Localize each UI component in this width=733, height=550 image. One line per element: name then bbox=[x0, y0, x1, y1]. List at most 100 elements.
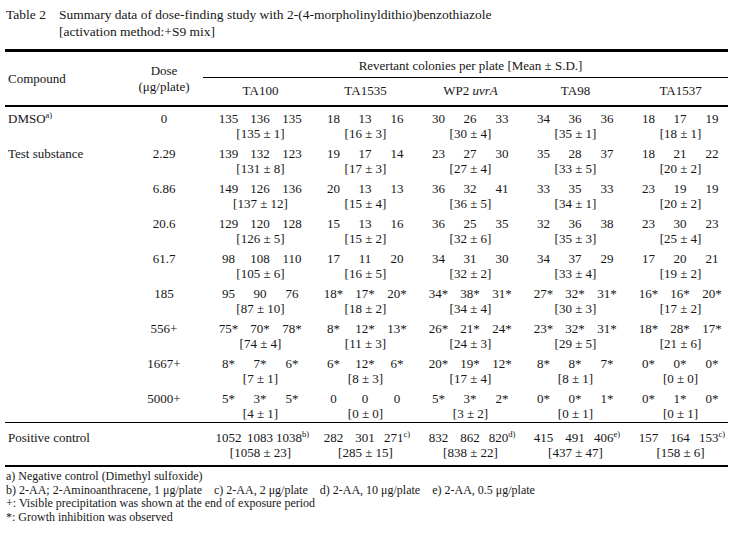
value-cell: 129 bbox=[203, 212, 244, 231]
compound-cell-empty bbox=[5, 126, 125, 142]
value-cell: 0 bbox=[349, 387, 381, 406]
strain-header-ta1535: TA1535 bbox=[308, 78, 413, 107]
value-cell: 23 bbox=[696, 212, 728, 231]
mean-sd-cell: [35 ± 1] bbox=[518, 126, 623, 142]
value-cell: 30 bbox=[413, 106, 454, 126]
value-cell: 8* bbox=[308, 317, 349, 336]
value-cell: 38 bbox=[591, 212, 623, 231]
value-cell: 20* bbox=[696, 282, 728, 301]
table-row-means: [135 ± 1][16 ± 3][30 ± 4][35 ± 1][18 ± 1… bbox=[5, 126, 728, 142]
value-cell: 33 bbox=[518, 177, 559, 196]
table-row-values: 556+75*70*78*8*12*13*26*21*24*23*32*31*1… bbox=[5, 317, 728, 336]
mean-sd-cell: [18 ± 2] bbox=[308, 301, 413, 317]
value-cell: 33 bbox=[591, 177, 623, 196]
mean-sd-cell: [16 ± 3] bbox=[308, 126, 413, 142]
value-cell: 8* bbox=[203, 352, 244, 371]
table-row-means: [74 ± 4][11 ± 3][24 ± 3][29 ± 5][21 ± 6] bbox=[5, 336, 728, 352]
value-cell: 90 bbox=[244, 282, 276, 301]
value-cell: 13 bbox=[349, 177, 381, 196]
value-cell: 120 bbox=[244, 212, 276, 231]
value-cell: 862 bbox=[454, 423, 486, 446]
dose-cell-empty bbox=[125, 196, 203, 212]
value-cell: 32* bbox=[559, 282, 591, 301]
value-cell: 18 bbox=[308, 106, 349, 126]
mean-sd-cell: [17 ± 3] bbox=[308, 161, 413, 177]
value-cell: 27 bbox=[454, 142, 486, 161]
value-cell: 0* bbox=[559, 387, 591, 406]
dose-cell: 1667+ bbox=[125, 352, 203, 371]
value-cell: 135 bbox=[276, 106, 308, 126]
value-cell: 34 bbox=[518, 106, 559, 126]
value-cell: 33 bbox=[486, 106, 518, 126]
value-cell: 30 bbox=[486, 142, 518, 161]
footnote-line: *: Growth inhibition was observed bbox=[6, 511, 728, 525]
compound-cell-empty bbox=[5, 301, 125, 317]
dose-cell: 20.6 bbox=[125, 212, 203, 231]
mean-sd-cell: [126 ± 5] bbox=[203, 231, 308, 247]
mean-sd-cell: [30 ± 4] bbox=[413, 126, 518, 142]
value-cell: 6* bbox=[308, 352, 349, 371]
value-cell: 123 bbox=[276, 142, 308, 161]
value-cell: 13 bbox=[381, 177, 413, 196]
value-cell: 13* bbox=[381, 317, 413, 336]
value-cell: 153c) bbox=[696, 423, 728, 446]
value-cell: 21* bbox=[454, 317, 486, 336]
table-row-values: 5000+5*3*5*0005*3*2*0*0*1*0*1*0* bbox=[5, 387, 728, 406]
compound-cell bbox=[5, 387, 125, 406]
compound-cell-empty bbox=[5, 336, 125, 352]
value-cell: 832 bbox=[413, 423, 454, 446]
value-cell: 35 bbox=[559, 177, 591, 196]
value-cell: 136 bbox=[244, 106, 276, 126]
value-cell: 23 bbox=[623, 177, 664, 196]
strain-header-ta1537: TA1537 bbox=[623, 78, 728, 107]
value-cell: 28 bbox=[559, 142, 591, 161]
table-number: Table 2 bbox=[6, 6, 46, 23]
table-row-values: 6.86149126136201313363241333533231919 bbox=[5, 177, 728, 196]
value-cell: 19 bbox=[664, 177, 696, 196]
mean-sd-cell: [87 ± 10] bbox=[203, 301, 308, 317]
compound-cell bbox=[5, 212, 125, 231]
mean-sd-cell: [8 ± 3] bbox=[308, 371, 413, 387]
value-cell: 136 bbox=[276, 177, 308, 196]
value-cell: 75* bbox=[203, 317, 244, 336]
mean-sd-cell: [21 ± 6] bbox=[623, 336, 728, 352]
value-cell: 17 bbox=[664, 106, 696, 126]
value-cell: 14 bbox=[381, 142, 413, 161]
mean-sd-cell: [135 ± 1] bbox=[203, 126, 308, 142]
compound-cell bbox=[5, 317, 125, 336]
value-cell: 32* bbox=[559, 317, 591, 336]
dose-cell-empty bbox=[125, 126, 203, 142]
value-cell: 95 bbox=[203, 282, 244, 301]
mean-sd-cell: [36 ± 5] bbox=[413, 196, 518, 212]
mean-sd-cell: [0 ± 0] bbox=[308, 406, 413, 423]
table-caption-line2: [activation method:+S9 mix] bbox=[59, 24, 215, 39]
value-cell: 38* bbox=[454, 282, 486, 301]
value-cell: 35 bbox=[486, 212, 518, 231]
value-cell: 5* bbox=[413, 387, 454, 406]
value-cell: 12* bbox=[349, 352, 381, 371]
dose-cell: 5000+ bbox=[125, 387, 203, 406]
value-cell: 3* bbox=[244, 387, 276, 406]
value-cell: 23 bbox=[623, 212, 664, 231]
value-cell: 36 bbox=[559, 212, 591, 231]
value-cell: 76 bbox=[276, 282, 308, 301]
mean-sd-cell: [18 ± 1] bbox=[623, 126, 728, 142]
value-cell: 3* bbox=[454, 387, 486, 406]
mean-sd-cell: [437 ± 47] bbox=[518, 445, 623, 466]
value-cell: 31* bbox=[591, 282, 623, 301]
dose-cell-empty bbox=[125, 266, 203, 282]
table-header: Compound Dose (μg/plate) Revertant colon… bbox=[5, 51, 728, 107]
value-cell: 32 bbox=[454, 177, 486, 196]
compound-cell-empty bbox=[5, 266, 125, 282]
value-cell: 20 bbox=[308, 177, 349, 196]
value-cell: 301 bbox=[349, 423, 381, 446]
footnote-marker: d) bbox=[508, 429, 515, 439]
table-row-values: 20.6129120128151316362535323638233023 bbox=[5, 212, 728, 231]
table-row-values: 1667+8*7*6*6*12*6*20*19*12*8*8*7*0*0*0* bbox=[5, 352, 728, 371]
compound-cell: Positive control bbox=[5, 423, 125, 446]
mean-sd-cell: [8 ± 1] bbox=[518, 371, 623, 387]
value-cell: 78* bbox=[276, 317, 308, 336]
mean-sd-cell: [105 ± 6] bbox=[203, 266, 308, 282]
value-cell: 0* bbox=[696, 387, 728, 406]
value-cell: 164 bbox=[664, 423, 696, 446]
